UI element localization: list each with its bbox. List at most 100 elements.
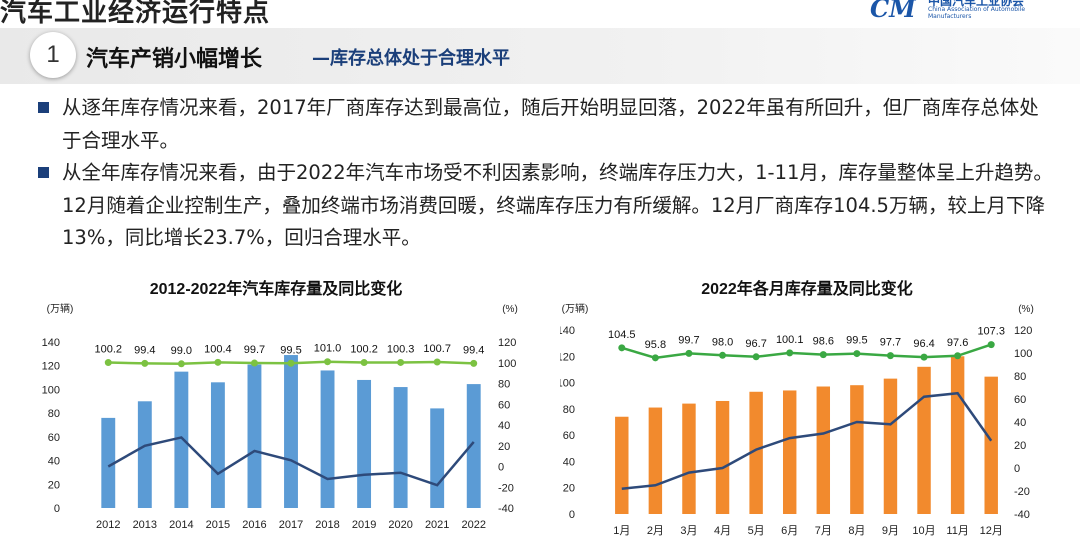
section-header-bar — [0, 28, 1080, 84]
inventory-bar — [682, 403, 696, 514]
inventory-bar — [816, 386, 831, 514]
category-label: 2013 — [133, 519, 157, 531]
bullet-square-icon — [38, 167, 49, 178]
right-tick-label: 40 — [498, 420, 510, 432]
right-tick-label: 40 — [1014, 417, 1026, 429]
left-tick-label: 20 — [48, 479, 60, 491]
right-tick-label: -20 — [498, 482, 514, 494]
left-tick-label: 120 — [560, 351, 575, 363]
caam-logo-icon: CM — [870, 0, 916, 23]
ratio-data-label: 101.0 — [314, 343, 342, 355]
right-tick-label: 60 — [498, 399, 510, 411]
left-tick-label: 80 — [48, 408, 60, 420]
ratio-data-label: 95.8 — [645, 339, 666, 351]
ratio-point — [177, 360, 185, 368]
ratio-point — [853, 350, 861, 358]
inventory-bar — [615, 416, 629, 514]
category-label: 10月 — [912, 525, 935, 537]
ratio-point — [433, 358, 441, 366]
inventory-bar — [648, 407, 663, 514]
bullet-item: 从全年库存情况来看，由于2022年汽车市场受不利因素影响，终端库存压力大，1-1… — [36, 157, 1056, 255]
ratio-data-label: 99.7 — [244, 344, 265, 356]
logo-chinese-name: 中国汽车工业协会 — [928, 0, 1025, 8]
left-tick-label: 60 — [48, 432, 60, 444]
left-axis-unit: (万辆) — [47, 302, 74, 315]
inventory-bar — [357, 379, 372, 508]
ratio-data-label: 100.7 — [423, 343, 451, 355]
inventory-bar — [466, 384, 481, 508]
category-label: 11月 — [946, 525, 968, 537]
category-label: 2016 — [242, 519, 266, 531]
ratio-data-label: 98.0 — [712, 336, 733, 348]
ratio-point — [886, 352, 894, 360]
category-label: 2021 — [425, 519, 449, 531]
right-tick-label: 100 — [498, 358, 516, 370]
category-label: 1月 — [613, 525, 630, 537]
ratio-point — [324, 358, 332, 366]
ratio-data-label: 99.4 — [463, 344, 484, 356]
ratio-point — [719, 351, 727, 359]
ratio-point — [141, 359, 149, 367]
right-tick-label: 0 — [498, 462, 504, 474]
category-label: 2012 — [96, 519, 120, 531]
left-tick-label: 120 — [42, 361, 60, 373]
ratio-point — [214, 358, 222, 366]
bullet-square-icon — [38, 102, 49, 113]
inventory-bar — [393, 387, 408, 508]
category-label: 6月 — [781, 525, 798, 537]
inventory-bar — [883, 378, 898, 514]
ratio-data-label: 96.7 — [745, 338, 766, 350]
right-tick-label: 20 — [498, 441, 510, 453]
ratio-data-label: 100.2 — [95, 344, 123, 356]
left-tick-label: 140 — [560, 325, 575, 337]
inventory-bar — [782, 390, 797, 514]
ratio-data-label: 99.0 — [171, 345, 192, 357]
section-title: 汽车产销小幅增长 — [86, 47, 263, 72]
category-label: 2015 — [206, 519, 230, 531]
ratio-point — [920, 353, 928, 361]
right-tick-label: 120 — [1014, 325, 1032, 337]
category-label: 4月 — [714, 525, 731, 537]
ratio-data-label: 100.1 — [776, 334, 804, 346]
ratio-point — [987, 341, 995, 349]
category-label: 2022 — [461, 519, 485, 531]
ratio-point — [819, 351, 827, 359]
ratio-point — [104, 359, 112, 367]
caam-logo: CM 中国汽车工业协会 China Association of Automob… — [870, 0, 1070, 24]
ratio-data-label: 99.5 — [846, 335, 867, 347]
right-axis-unit: (%) — [1018, 304, 1034, 315]
yoy-line — [107, 436, 475, 487]
ratio-point — [250, 359, 258, 367]
bullet-item: 从逐年库存情况来看，2017年厂商库存达到最高位，随后开始明显回落，2022年虽… — [36, 92, 1056, 157]
inventory-bar — [984, 376, 998, 514]
right-tick-label: 0 — [1014, 463, 1020, 475]
inventory-bar — [950, 356, 965, 514]
slide-heading: 汽车工业经济运行特点 — [0, 0, 271, 28]
left-tick-label: 40 — [563, 456, 575, 468]
inventory-bar — [749, 391, 763, 514]
chart-title: 2022年各月库存量及同比变化 — [701, 279, 913, 298]
right-tick-label: -20 — [1014, 486, 1030, 498]
monthly-inventory-chart: 2022年各月库存量及同比变化 (万辆) (%) 0 20 40 60 80 100 120 140… — [560, 279, 1034, 537]
logo-english-name: China Association of Automobile Manufact… — [928, 6, 1026, 20]
right-tick-label: 60 — [1014, 394, 1026, 406]
ratio-data-label: 107.3 — [977, 326, 1005, 338]
section-subtitle: —库存总体处于合理水平 — [312, 48, 510, 69]
inventory-bar — [430, 408, 445, 508]
inventory-bar — [137, 401, 152, 508]
ratio-point — [752, 353, 760, 361]
ratio-data-label: 96.4 — [913, 338, 934, 350]
right-tick-label: -40 — [1014, 509, 1030, 521]
ratio-data-label: 97.7 — [880, 337, 901, 349]
bullet-text: 从逐年库存情况来看，2017年厂商库存达到最高位，随后开始明显回落，2022年虽… — [62, 96, 1039, 152]
ratio-data-label: 99.4 — [134, 344, 155, 356]
inventory-bar — [715, 400, 730, 514]
right-tick-label: 100 — [1014, 348, 1032, 360]
category-label: 5月 — [748, 525, 765, 537]
right-tick-label: 80 — [498, 379, 510, 391]
inventory-bar — [320, 370, 335, 508]
category-label: 12月 — [980, 525, 1003, 537]
ratio-data-label: 100.4 — [204, 343, 232, 355]
left-tick-label: 0 — [569, 509, 575, 521]
left-tick-label: 140 — [42, 337, 60, 349]
